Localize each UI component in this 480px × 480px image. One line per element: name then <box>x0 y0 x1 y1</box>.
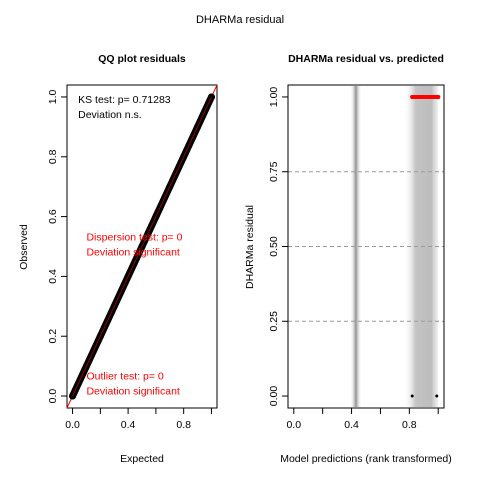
qq-plot-panel: QQ plot residuals 0.0 0.4 0.80.00.20.40.60… <box>18 53 218 465</box>
qq-x-axis-label: Expected <box>120 453 164 465</box>
residual-y-tick-label: 0.75 <box>268 161 280 182</box>
qq-annotation-line: KS test: p= 0.71283 <box>78 94 171 106</box>
qq-y-tick-label: 0.2 <box>47 329 59 344</box>
residual-outlier-point <box>430 94 435 99</box>
qq-x-tick-label: 0.8 <box>176 419 191 431</box>
residual-plot-title: DHARMa residual vs. predicted <box>288 53 444 65</box>
qq-plot-title: QQ plot residuals <box>98 53 186 65</box>
residual-y-tick-label: 0.25 <box>268 311 280 332</box>
residual-outlier-point <box>424 94 429 99</box>
residual-data-point <box>435 394 439 398</box>
qq-annotation-line: Deviation n.s. <box>78 109 142 121</box>
residual-density-band <box>350 86 362 407</box>
residual-outlier-point <box>421 94 426 99</box>
residual-y-tick-label: 1.00 <box>268 87 280 108</box>
residual-x-tick-label: 0.8 <box>402 419 417 431</box>
qq-x-tick-label: 0.0 <box>65 419 80 431</box>
residual-plot-area: 0.0 0.4 0.8 0.00 0.25 0.50 0.75 1.00 <box>268 84 445 431</box>
residual-x-tick-label: 0.0 <box>286 419 301 431</box>
qq-reference-line-overlay <box>72 96 212 397</box>
figure-title: DHARMa residual <box>196 14 284 26</box>
residual-outlier-point <box>410 94 415 99</box>
qq-annotation-line: Deviation significant <box>86 247 179 259</box>
qq-annotation-line: Outlier test: p= 0 <box>86 371 163 383</box>
residual-x-tick-label: 0.4 <box>344 419 359 431</box>
qq-y-axis-label: Observed <box>18 224 30 270</box>
residual-outlier-point <box>433 94 438 99</box>
qq-y-tick-label: 0.8 <box>47 149 59 164</box>
qq-y-tick-label: 0.0 <box>47 389 59 404</box>
residual-outlier-point <box>413 94 418 99</box>
qq-annotation-line: Dispersion test: p= 0 <box>86 232 182 244</box>
qq-test-annotation: KS test: p= 0.71283 Deviation n.s. <box>78 94 171 121</box>
qq-y-tick-label: 1.0 <box>47 90 59 105</box>
qq-y-tick-label: 0.6 <box>47 209 59 224</box>
residual-outlier-point <box>436 94 441 99</box>
residual-outlier-point <box>418 94 423 99</box>
qq-x-tick-label: 0.4 <box>121 419 136 431</box>
residual-x-axis-label: Model predictions (rank transformed) <box>280 453 452 465</box>
residual-data-point <box>410 394 414 398</box>
qq-test-annotation: Outlier test: p= 0 Deviation significant <box>86 371 179 398</box>
residual-y-tick-label: 0.50 <box>268 236 280 257</box>
qq-y-tick-label: 0.4 <box>47 269 59 284</box>
residual-y-tick-label: 0.00 <box>268 386 280 407</box>
residual-plot-panel: DHARMa residual vs. predicted 0.0 0.4 0.80… <box>244 53 452 465</box>
qq-test-annotation: Dispersion test: p= 0 Deviation significa… <box>86 232 182 259</box>
residual-outlier-point <box>427 94 432 99</box>
residual-outlier-point <box>416 94 420 99</box>
qq-annotation-line: Deviation significant <box>86 386 179 398</box>
qq-plot-frame <box>66 84 218 409</box>
residual-y-axis-label: DHARMa residual <box>244 205 256 289</box>
qq-plot-area: 0.0 0.4 0.8 0.0 0.2 0.4 0.6 0.8 1.0 KS test: p= 0… <box>47 84 218 431</box>
